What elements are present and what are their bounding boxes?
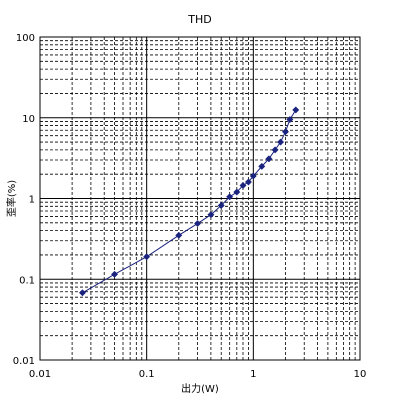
data-point: [226, 193, 234, 201]
grid: [40, 37, 360, 360]
x-tick-label: 10: [354, 369, 367, 380]
y-tick-label: 1: [29, 195, 35, 206]
data-point: [265, 155, 273, 163]
data-point: [271, 146, 279, 154]
x-tick-label: 0.1: [139, 369, 155, 380]
x-tick-label: 0.01: [29, 369, 51, 380]
data-point: [292, 106, 300, 114]
data-point: [239, 181, 247, 190]
data-point: [207, 211, 215, 219]
y-tick-label: 10: [22, 114, 35, 125]
chart-title: THD: [187, 13, 211, 26]
x-tick-label: 1: [250, 369, 256, 380]
tick-labels: 0.01 0.1 1 10 0.01 0.1 1 10 100: [13, 33, 367, 380]
y-tick-label: 0.1: [19, 275, 35, 286]
data-point: [258, 162, 266, 170]
x-axis-label: 出力(W): [181, 382, 219, 395]
data-point: [244, 178, 253, 186]
data-point: [277, 138, 285, 146]
data-point: [111, 270, 119, 278]
plot-frame: [39, 36, 361, 361]
data-series: [78, 106, 300, 297]
y-tick-label: 100: [16, 33, 35, 44]
data-point: [143, 253, 151, 261]
data-point: [175, 231, 183, 239]
y-tick-label: 0.01: [13, 356, 35, 367]
data-point: [78, 289, 87, 297]
data-point: [233, 188, 241, 196]
data-point: [194, 219, 202, 228]
data-point: [249, 172, 257, 180]
data-point: [217, 201, 225, 210]
data-point: [286, 115, 294, 124]
y-axis-label: 歪率(%): [5, 180, 18, 217]
data-point: [281, 128, 289, 136]
